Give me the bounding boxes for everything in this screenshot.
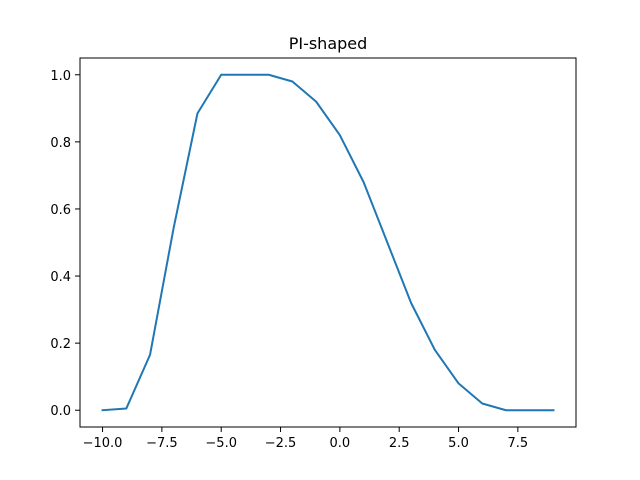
axes-frame bbox=[79, 57, 577, 428]
y-tick-label: 0.0 bbox=[50, 404, 71, 419]
x-tick-label: −10.0 bbox=[83, 436, 123, 451]
y-tick-label: 0.8 bbox=[50, 136, 71, 151]
x-tick-label: −7.5 bbox=[146, 436, 178, 451]
y-tick-label: 0.6 bbox=[50, 203, 71, 218]
x-tick-label: −2.5 bbox=[265, 436, 297, 451]
x-tick-label: 2.5 bbox=[389, 436, 410, 451]
x-tick-label: −5.0 bbox=[205, 436, 237, 451]
y-tick-label: 1.0 bbox=[50, 69, 71, 84]
series-line-0 bbox=[101, 73, 555, 412]
x-tick-label: 0.0 bbox=[330, 436, 351, 451]
x-tick-label: 5.0 bbox=[448, 436, 469, 451]
x-tick-label: 7.5 bbox=[508, 436, 529, 451]
chart-title: PI-shaped bbox=[289, 34, 368, 53]
y-tick-label: 0.2 bbox=[50, 337, 71, 352]
plot-area: −10.0 −7.5 −5.0 −2.5 0.0 2.5 5.0 7.5 0.0 0.2 0.4 0.… bbox=[50, 57, 577, 451]
y-tick-label: 0.4 bbox=[50, 270, 71, 285]
